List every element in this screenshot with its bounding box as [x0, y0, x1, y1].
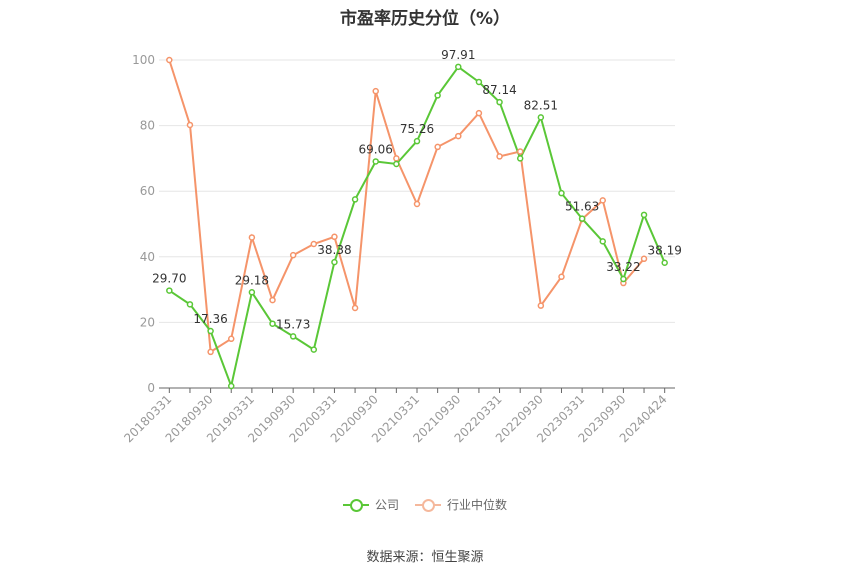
series-1-point[interactable]: [496, 153, 503, 160]
series-0-point[interactable]: [186, 301, 194, 308]
series-1-point[interactable]: [269, 296, 276, 304]
series-0-point[interactable]: [393, 160, 400, 168]
series-points: [166, 56, 668, 390]
series-1-point[interactable]: [351, 304, 359, 312]
series-1-point[interactable]: [372, 87, 379, 95]
data-labels: 29.70 17.36 29.18 15.73 38.38 69.06 75.26 97.91…: [152, 48, 682, 332]
series-0-point[interactable]: [661, 259, 668, 266]
legend-marker-industry-median: [415, 498, 441, 512]
series-0-point[interactable]: [207, 327, 214, 335]
x-axis: 2018033120180930201903312019093020200331…: [121, 387, 675, 445]
series-0-point[interactable]: [558, 189, 565, 197]
series-1-point[interactable]: [516, 148, 524, 155]
series-line-0: [168, 65, 666, 390]
series-0-point[interactable]: [289, 333, 297, 340]
legend-item-company[interactable]: 公司: [342, 496, 399, 513]
series-line-1: [168, 59, 645, 354]
series-0-point[interactable]: [372, 158, 379, 165]
legend: 公司 行业中位数: [0, 496, 850, 513]
series-0-point[interactable]: [578, 215, 586, 222]
data-label: 51.63: [565, 200, 599, 214]
legend-item-industry-median[interactable]: 行业中位数: [415, 496, 507, 513]
series-0-point[interactable]: [351, 196, 359, 203]
y-tick-label: 0: [147, 381, 155, 395]
series-0-point[interactable]: [599, 238, 607, 245]
legend-label-industry-median: 行业中位数: [447, 498, 508, 512]
data-label: 97.91: [441, 48, 475, 62]
series-1-point[interactable]: [640, 255, 648, 263]
grid-lines: [159, 59, 675, 323]
y-tick-label: 100: [132, 53, 155, 67]
series-0-point[interactable]: [310, 346, 318, 353]
data-label: 75.26: [400, 122, 434, 136]
series-0-point[interactable]: [496, 98, 503, 106]
data-label: 15.73: [276, 317, 310, 331]
data-label: 82.51: [524, 98, 558, 112]
series-1-point[interactable]: [186, 121, 194, 129]
source-note: 数据来源：恒生聚源: [366, 550, 484, 565]
series-1-point[interactable]: [207, 348, 214, 356]
series-lines: [168, 59, 666, 390]
data-label: 38.19: [648, 244, 682, 258]
series-1-point[interactable]: [475, 109, 483, 117]
series-0-point[interactable]: [516, 155, 524, 162]
series-1-point[interactable]: [413, 200, 421, 208]
series-0-point[interactable]: [413, 137, 421, 145]
data-label: 17.36: [193, 312, 227, 326]
y-tick-label: 80: [140, 119, 155, 133]
series-1-point[interactable]: [434, 143, 441, 151]
series-0-point[interactable]: [455, 63, 462, 71]
series-0-point[interactable]: [227, 382, 235, 390]
series-0-point[interactable]: [640, 211, 648, 219]
series-1-point[interactable]: [166, 56, 173, 64]
series-1-point[interactable]: [455, 132, 462, 140]
data-label: 87.14: [482, 83, 516, 97]
y-axis: 0 20 40 60 80 100: [132, 53, 155, 395]
data-label: 29.70: [152, 272, 186, 286]
data-label: 33.22: [606, 260, 640, 274]
series-0-point[interactable]: [331, 258, 338, 266]
series-0-point[interactable]: [537, 114, 545, 121]
series-0-point[interactable]: [166, 287, 173, 294]
series-1-point[interactable]: [599, 197, 607, 204]
series-1-point[interactable]: [558, 273, 565, 281]
series-1-point[interactable]: [331, 233, 338, 241]
y-tick-label: 40: [140, 250, 155, 264]
series-0-point[interactable]: [475, 78, 483, 86]
series-1-point[interactable]: [537, 302, 545, 309]
series-0-point[interactable]: [620, 275, 627, 283]
data-label: 38.38: [317, 243, 351, 257]
series-1-point[interactable]: [248, 234, 256, 241]
data-label: 29.18: [235, 273, 269, 287]
y-tick-label: 20: [140, 315, 155, 329]
chart-title: 市盈率历史分位（%）: [339, 9, 511, 29]
series-1-point[interactable]: [393, 155, 400, 162]
series-0-point[interactable]: [269, 320, 276, 327]
series-1-point[interactable]: [310, 240, 318, 248]
series-1-point[interactable]: [227, 335, 235, 343]
series-0-point[interactable]: [248, 289, 256, 296]
legend-label-company: 公司: [374, 498, 399, 512]
series-0-point[interactable]: [434, 92, 441, 99]
y-tick-label: 60: [140, 184, 155, 198]
data-label: 69.06: [359, 142, 393, 156]
series-1-point[interactable]: [289, 251, 297, 259]
legend-marker-company: [342, 498, 369, 512]
